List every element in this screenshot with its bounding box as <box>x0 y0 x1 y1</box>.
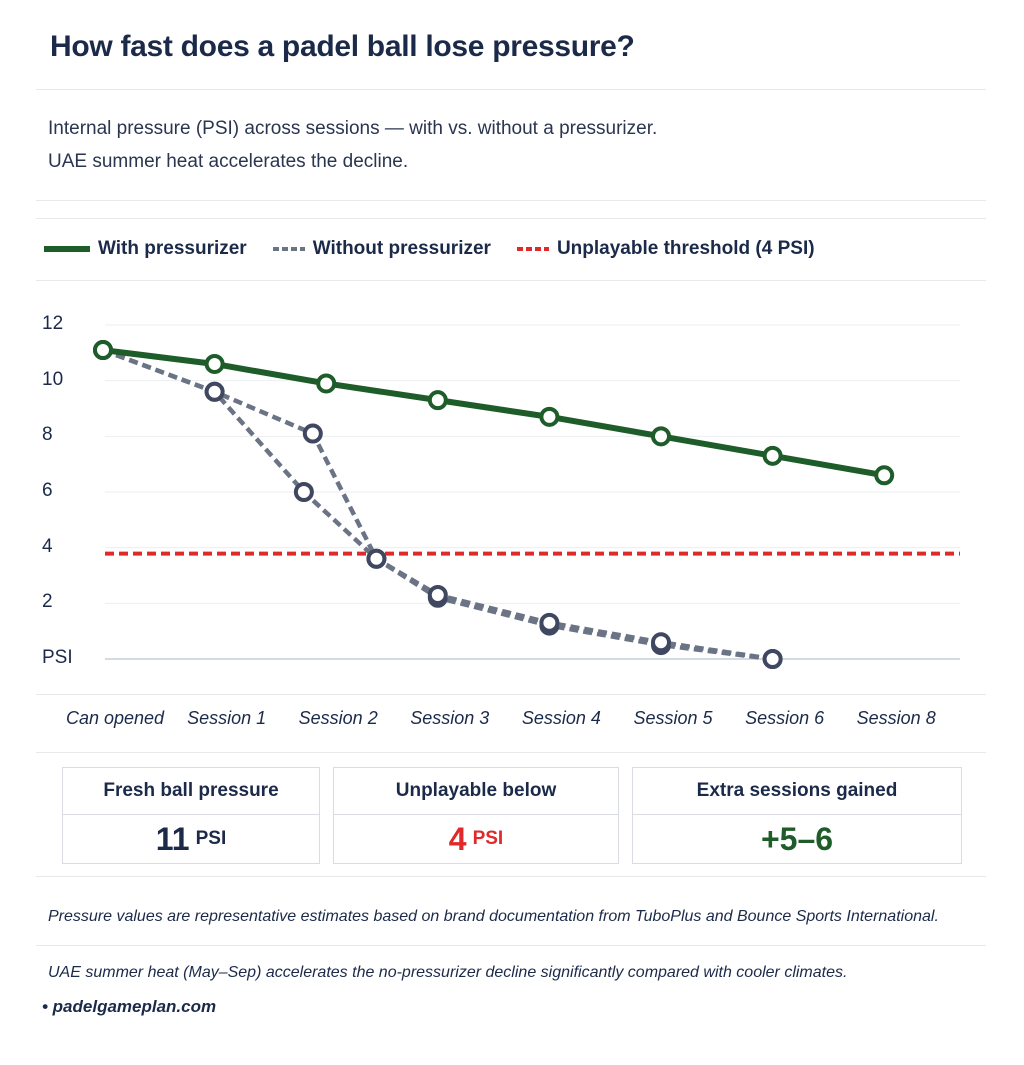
page-title: How fast does a padel ball lose pressure… <box>50 30 635 63</box>
legend-swatch-solid <box>44 246 90 252</box>
footnote-source: Pressure values are representative estim… <box>48 908 939 925</box>
x-tick-label: Session 8 <box>856 708 936 728</box>
x-tick-label: Session 5 <box>633 708 713 728</box>
divider <box>36 89 986 90</box>
y-tick-label: 8 <box>42 424 53 446</box>
stat-card-unplayable: Unplayable below 4 PSI <box>333 767 619 864</box>
divider <box>36 200 986 201</box>
legend-label: Unplayable threshold (4 PSI) <box>556 238 815 259</box>
divider <box>36 694 986 695</box>
value: 4 <box>448 820 467 857</box>
data-point <box>427 390 448 411</box>
data-point <box>366 548 387 569</box>
data-point <box>762 445 783 466</box>
legend-swatch-dashed <box>272 247 305 251</box>
series-line <box>102 347 773 662</box>
data-point <box>316 373 337 394</box>
data-point <box>651 632 671 653</box>
data-point <box>93 340 113 361</box>
card-value: +5–6 <box>760 820 834 857</box>
data-point <box>539 406 560 427</box>
legend-item-without-pressurizer: Without pressurizer <box>272 238 491 260</box>
data-point <box>539 612 560 633</box>
data-point <box>293 482 314 502</box>
x-tick-label: Session 6 <box>745 708 825 728</box>
y-tick-label: 4 <box>42 535 53 557</box>
divider <box>36 280 986 281</box>
card-label: Fresh ball pressure <box>63 768 319 815</box>
value: 11 <box>155 820 190 857</box>
series-line <box>102 347 773 662</box>
y-tick-label: PSI <box>42 647 73 668</box>
stat-card-extra-sessions: Extra sessions gained +5–6 <box>632 767 962 864</box>
legend: With pressurizer Without pressurizer Unp… <box>44 238 841 260</box>
x-tick-label: Session 3 <box>410 708 490 728</box>
x-tick-label: Session 2 <box>298 708 378 728</box>
series-line <box>102 347 885 479</box>
divider <box>36 876 986 877</box>
card-label: Extra sessions gained <box>633 768 961 815</box>
y-tick-label: 2 <box>42 591 53 613</box>
legend-swatch-threshold <box>516 247 549 251</box>
data-point <box>302 423 323 444</box>
x-tick-label: Session 4 <box>521 708 601 728</box>
y-tick-label: 12 <box>42 313 64 334</box>
y-tick-label: 10 <box>42 368 64 390</box>
stat-card-fresh: Fresh ball pressure 11 PSI <box>62 767 320 864</box>
x-tick-label: Session 1 <box>187 708 267 728</box>
divider <box>36 945 986 946</box>
subtitle-line-2: UAE summer heat accelerates the decline. <box>48 151 409 172</box>
card-value: 4 PSI <box>334 815 618 863</box>
subtitle-line-1: Internal pressure (PSI) across sessions … <box>48 118 658 139</box>
data-point <box>762 649 783 669</box>
data-point <box>204 381 225 402</box>
line-chart <box>93 324 960 669</box>
source-link[interactable]: • padelgameplan.com <box>42 997 217 1016</box>
unit: PSI <box>472 828 504 849</box>
footnote-heat: UAE summer heat (May–Sep) accelerates th… <box>48 964 848 981</box>
card-label: Unplayable below <box>334 768 618 815</box>
data-point <box>204 353 225 374</box>
legend-label: Without pressurizer <box>312 238 491 259</box>
card-value: 11 PSI <box>63 815 319 863</box>
divider <box>36 752 986 753</box>
data-point <box>427 584 448 605</box>
divider <box>36 218 986 219</box>
legend-label: With pressurizer <box>98 238 247 259</box>
unit: PSI <box>195 828 227 849</box>
x-tick-label: Can opened <box>65 708 165 728</box>
legend-item-threshold: Unplayable threshold (4 PSI) <box>516 238 815 260</box>
data-point <box>651 426 671 447</box>
legend-item-with-pressurizer: With pressurizer <box>44 238 247 260</box>
data-point <box>874 465 895 486</box>
y-tick-label: 6 <box>42 480 53 501</box>
